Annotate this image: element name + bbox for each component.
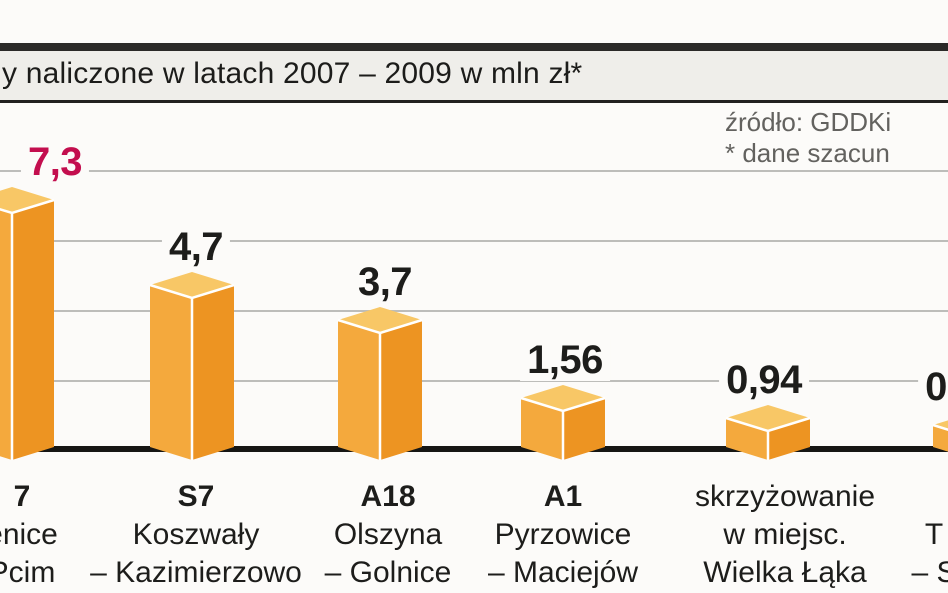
source-note-line: * dane szacun xyxy=(725,138,890,168)
gridline xyxy=(0,170,948,172)
bar-face xyxy=(338,320,380,460)
bar-seam xyxy=(932,423,948,431)
bar-3d xyxy=(337,307,423,460)
x-axis-baseline xyxy=(0,446,948,452)
source-note-line: źródło: GDDKi xyxy=(725,107,892,137)
bar-seam xyxy=(520,396,606,413)
bar-face xyxy=(0,187,54,213)
title-strip-background xyxy=(0,51,948,100)
title-underline-rule xyxy=(0,100,948,103)
bar-label-line: Pcim xyxy=(0,556,56,589)
gridline xyxy=(0,310,948,312)
bar-value: 0 xyxy=(918,366,948,408)
bar-seam xyxy=(337,318,423,335)
bar-label-line: 7 xyxy=(13,480,31,513)
bar-category-label: A1 Pyrzowice – Maciejów xyxy=(488,478,638,592)
bar-value: 0,94 xyxy=(719,359,809,401)
bar-category-label: skrzyżowanie w miejsc. Wielka Łąka xyxy=(695,478,875,592)
bar-label-line: – S xyxy=(911,556,948,589)
bar-face xyxy=(933,420,948,430)
bar-label-line: enice xyxy=(0,518,58,551)
bar-value: 7,3 xyxy=(20,141,90,183)
page-title: y naliczone w latach 2007 – 2009 w mln z… xyxy=(2,57,583,90)
bar-label-line: T xyxy=(924,518,944,551)
bar-3d xyxy=(149,272,235,460)
bar-category-label: A18 Olszyna – Golnice xyxy=(325,478,452,592)
gridline xyxy=(0,240,948,242)
bar-label-line: Wielka Łąka xyxy=(703,556,867,589)
bar-face xyxy=(933,425,948,452)
bar-label-line xyxy=(911,478,948,516)
bar-category-label: S7 Koszwały – Kazimierzowo xyxy=(90,478,302,592)
bar-face xyxy=(150,272,234,298)
bar-label-line: skrzyżowanie xyxy=(694,480,876,513)
bar-3d xyxy=(0,187,55,460)
bar-value: 4,7 xyxy=(161,226,231,268)
header-top-band xyxy=(0,43,948,51)
bar-face xyxy=(726,405,810,431)
bar-category-label: T – S xyxy=(911,478,948,592)
bar-face xyxy=(0,209,12,460)
source-note: źródło: GDDKi * dane szacun xyxy=(725,107,891,169)
bar-face xyxy=(768,418,810,460)
bar-label-line: Koszwały xyxy=(132,518,260,551)
bar-3d xyxy=(932,420,948,452)
bar-label-line: w miejsc. xyxy=(723,518,847,551)
bar-face xyxy=(726,418,768,460)
bar-label-line: – Kazimierzowo xyxy=(90,556,302,589)
bar-face xyxy=(12,200,54,460)
bar-label-line: A1 xyxy=(543,480,583,513)
bar-face xyxy=(521,385,605,411)
bar-face xyxy=(380,320,422,460)
bar-label-line: – Maciejów xyxy=(487,556,639,589)
bar-label-line: S7 xyxy=(177,480,215,513)
bar-label-line: Olszyna xyxy=(333,518,443,551)
bar-label-line: A18 xyxy=(360,480,416,513)
bar-value: 3,7 xyxy=(350,261,420,303)
bar-category-label: 7 enice Pcim xyxy=(0,478,58,592)
bar-seam xyxy=(149,283,235,300)
bar-label-line: Pyrzowice xyxy=(494,518,632,551)
bar-value: 1,56 xyxy=(520,339,610,381)
bar-label-line: – Golnice xyxy=(324,556,452,589)
gridline xyxy=(0,380,948,382)
bar-seam xyxy=(725,416,811,433)
bar-seam xyxy=(0,198,55,215)
